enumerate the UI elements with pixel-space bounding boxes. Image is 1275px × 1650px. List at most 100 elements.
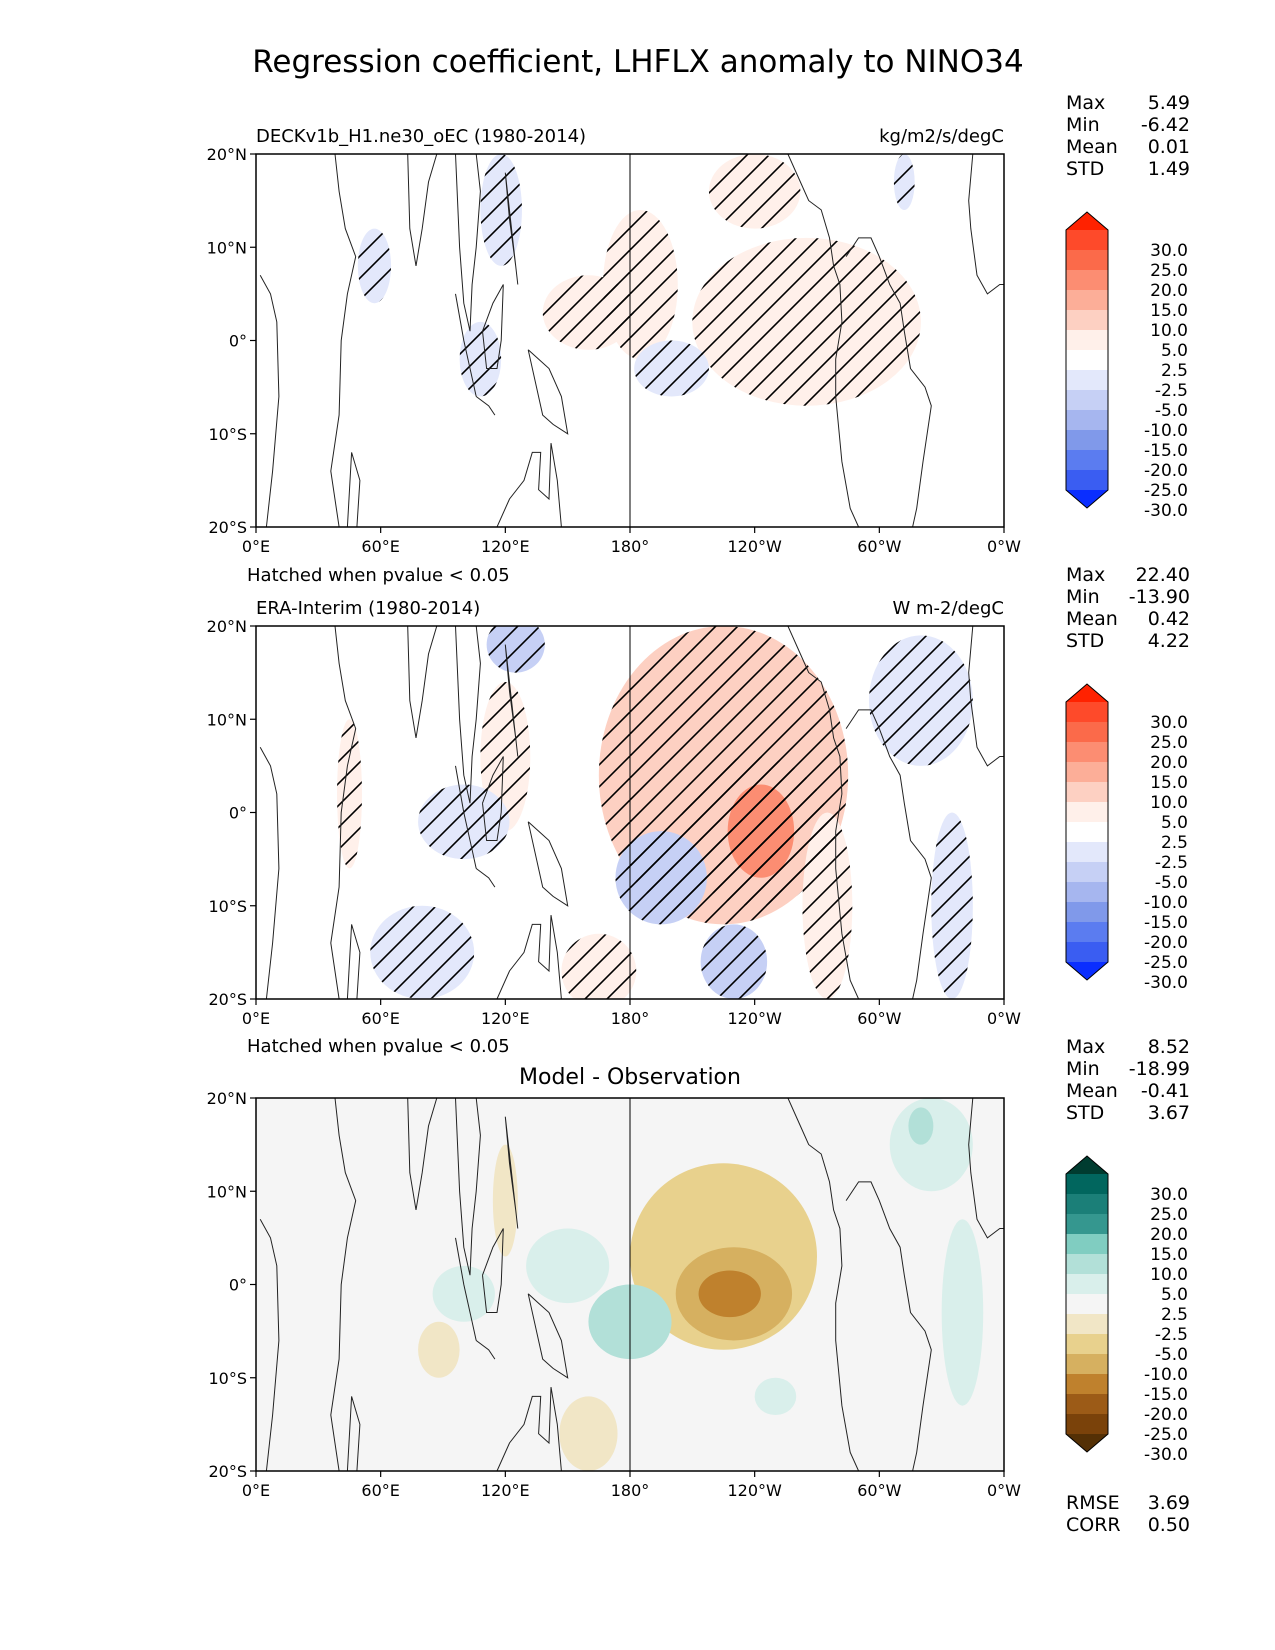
colorbar-extend-min — [1066, 962, 1108, 980]
colorbar-level — [1066, 762, 1108, 783]
colorbar-level — [1066, 1394, 1108, 1415]
colorbar-level — [1066, 1354, 1108, 1375]
x-tick-label: 0°W — [987, 1481, 1021, 1500]
colorbar-label: -30.0 — [1144, 1445, 1188, 1465]
colorbar-level — [1066, 1234, 1108, 1255]
stat-label: STD — [1066, 630, 1104, 652]
hatch-region — [692, 237, 921, 406]
colorbar-level — [1066, 902, 1108, 923]
coastline — [787, 1098, 860, 1471]
coastline — [475, 396, 496, 416]
coastline — [455, 154, 481, 332]
y-tick-label: 20°S — [208, 1462, 247, 1481]
coastline — [455, 1237, 477, 1341]
colorbar-label: -5.0 — [1155, 1345, 1188, 1365]
coastline — [845, 1181, 932, 1471]
colorbar-level — [1066, 290, 1108, 311]
colorbar-level — [1066, 370, 1108, 391]
coastline — [455, 293, 477, 397]
colorbar-outline — [1065, 1155, 1109, 1453]
colorbar-extend-max — [1066, 212, 1108, 230]
y-tick-label: 10°N — [207, 710, 247, 729]
colorbar-level — [1066, 782, 1108, 803]
hatch-region — [931, 812, 973, 999]
x-tick-label: 120°E — [481, 1009, 530, 1028]
colorbar-label: 20.0 — [1150, 1225, 1188, 1245]
colorbar-label: 30.0 — [1150, 1185, 1188, 1205]
coastline — [527, 821, 569, 907]
colorbar: 30.025.020.015.010.05.02.5-2.5-5.0-10.0-… — [1065, 683, 1188, 993]
coastline — [455, 626, 481, 804]
stat-label: STD — [1066, 1102, 1104, 1124]
colorbar-label: -5.0 — [1155, 401, 1188, 421]
stat-label: RMSE — [1066, 1492, 1120, 1514]
hatch-region — [370, 905, 475, 999]
y-tick-label: 20°N — [207, 1089, 247, 1108]
x-tick-label: 0°W — [987, 537, 1021, 556]
significance-hatching — [337, 626, 973, 999]
colorbar-label: -2.5 — [1155, 381, 1188, 401]
colorbar-label: 20.0 — [1150, 281, 1188, 301]
y-tick-label: 20°S — [208, 518, 247, 537]
colorbar-level — [1066, 330, 1108, 351]
panel-units: kg/m2/s/degC — [879, 126, 1004, 147]
colorbar-level — [1066, 1414, 1108, 1435]
anomaly-region — [526, 1228, 610, 1304]
colorbar-label: -25.0 — [1144, 953, 1188, 973]
coastline — [330, 626, 357, 999]
anomaly-region — [941, 1219, 984, 1406]
colorbar-level — [1066, 802, 1108, 823]
stat-value: 5.49 — [1148, 92, 1190, 114]
colorbar-extend-min — [1066, 490, 1108, 508]
coastline — [504, 644, 519, 757]
y-tick-label: 10°S — [208, 425, 247, 444]
coastline — [482, 756, 504, 841]
coastline — [330, 1098, 357, 1471]
x-tick-label: 0°E — [242, 1009, 270, 1028]
y-tick-label: 10°S — [208, 1369, 247, 1388]
colorbar-label: -30.0 — [1144, 973, 1188, 993]
coastline — [504, 1116, 519, 1229]
panel-difference: Model - Observation 0°E 60°E 120°E 180° 120°W… — [207, 1036, 1190, 1536]
colorbar-label: -10.0 — [1144, 893, 1188, 913]
colorbar-label: -2.5 — [1155, 1325, 1188, 1345]
colorbar-label: -15.0 — [1144, 1385, 1188, 1405]
coastlines — [259, 626, 1004, 999]
stat-label: STD — [1066, 158, 1104, 180]
coastline — [482, 1228, 504, 1313]
coastline — [527, 349, 569, 435]
hatch-region — [802, 812, 853, 999]
anomaly-region — [559, 1396, 618, 1471]
coastline — [259, 274, 280, 527]
colorbar-level — [1066, 1314, 1108, 1335]
colorbar-level — [1066, 350, 1108, 371]
coastline — [259, 746, 280, 999]
colorbar-level — [1066, 1214, 1108, 1235]
x-tick-label: 120°E — [481, 1481, 530, 1500]
coastline — [407, 1098, 438, 1210]
colorbar-label: 5.0 — [1161, 1285, 1188, 1305]
hatch-region — [868, 635, 973, 766]
hatch-region — [486, 626, 545, 673]
x-tick-label: 60°W — [857, 537, 901, 556]
hatch-region — [615, 831, 707, 925]
significance-hatching — [357, 154, 921, 406]
panel-model: DECKv1b_H1.ne30_oEC (1980-2014) kg/m2/s/d… — [207, 92, 1190, 556]
colorbar-label: 30.0 — [1150, 241, 1188, 261]
colorbar-outline — [1065, 211, 1109, 509]
coastline — [787, 154, 860, 527]
hatch-region — [561, 933, 637, 999]
colorbar-level — [1066, 862, 1108, 883]
y-tick-label: 20°S — [208, 990, 247, 1009]
colorbar-label: 25.0 — [1150, 733, 1188, 753]
colorbar-label: -2.5 — [1155, 853, 1188, 873]
coastline — [482, 284, 504, 369]
x-tick-label: 180° — [611, 537, 650, 556]
stat-value: 0.01 — [1148, 136, 1190, 158]
hatch-region — [700, 924, 768, 999]
stat-value: -6.42 — [1141, 114, 1190, 136]
x-tick-label: 60°W — [857, 1009, 901, 1028]
x-tick-label: 60°W — [857, 1481, 901, 1500]
colorbar-level — [1066, 1194, 1108, 1215]
panel-left-title: DECKv1b_H1.ne30_oEC (1980-2014) — [256, 126, 586, 147]
